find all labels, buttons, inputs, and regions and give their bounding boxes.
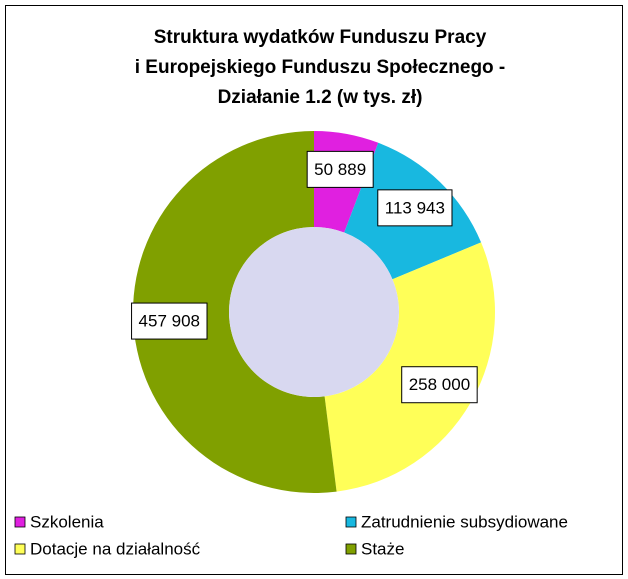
- legend-label: Dotacje na działalność: [30, 539, 201, 558]
- data-label-box: [377, 189, 453, 227]
- data-label-text: 113 943: [385, 198, 445, 217]
- chart-title: i Europejskiego Funduszu Społecznego -: [135, 57, 506, 78]
- donut-segment: [133, 131, 337, 493]
- data-label: 457 908: [131, 302, 208, 340]
- data-label-text: 258 000: [409, 375, 470, 394]
- data-label: 258 000: [401, 366, 478, 404]
- data-label: 50 889: [306, 150, 374, 188]
- donut-hole: [229, 227, 399, 397]
- chart-title: Struktura wydatków Funduszu Pracy: [154, 27, 487, 48]
- data-label: 113 943: [377, 189, 453, 227]
- data-label-text: 457 908: [139, 312, 200, 331]
- data-label-text: 50 889: [314, 160, 366, 179]
- chart-title: Działanie 1.2 (w tys. zł): [218, 87, 423, 108]
- legend-label: Szkolenia: [30, 512, 104, 531]
- legend-swatch: [14, 543, 26, 555]
- data-label-box: [306, 150, 374, 188]
- legend-swatch: [14, 516, 26, 528]
- data-label-box: [401, 366, 478, 404]
- legend-swatch: [345, 516, 357, 528]
- data-label-box: [131, 302, 208, 340]
- legend-label: Staże: [361, 539, 404, 558]
- legend-label: Zatrudnienie subsydiowane: [361, 512, 568, 531]
- legend-swatch: [345, 543, 357, 555]
